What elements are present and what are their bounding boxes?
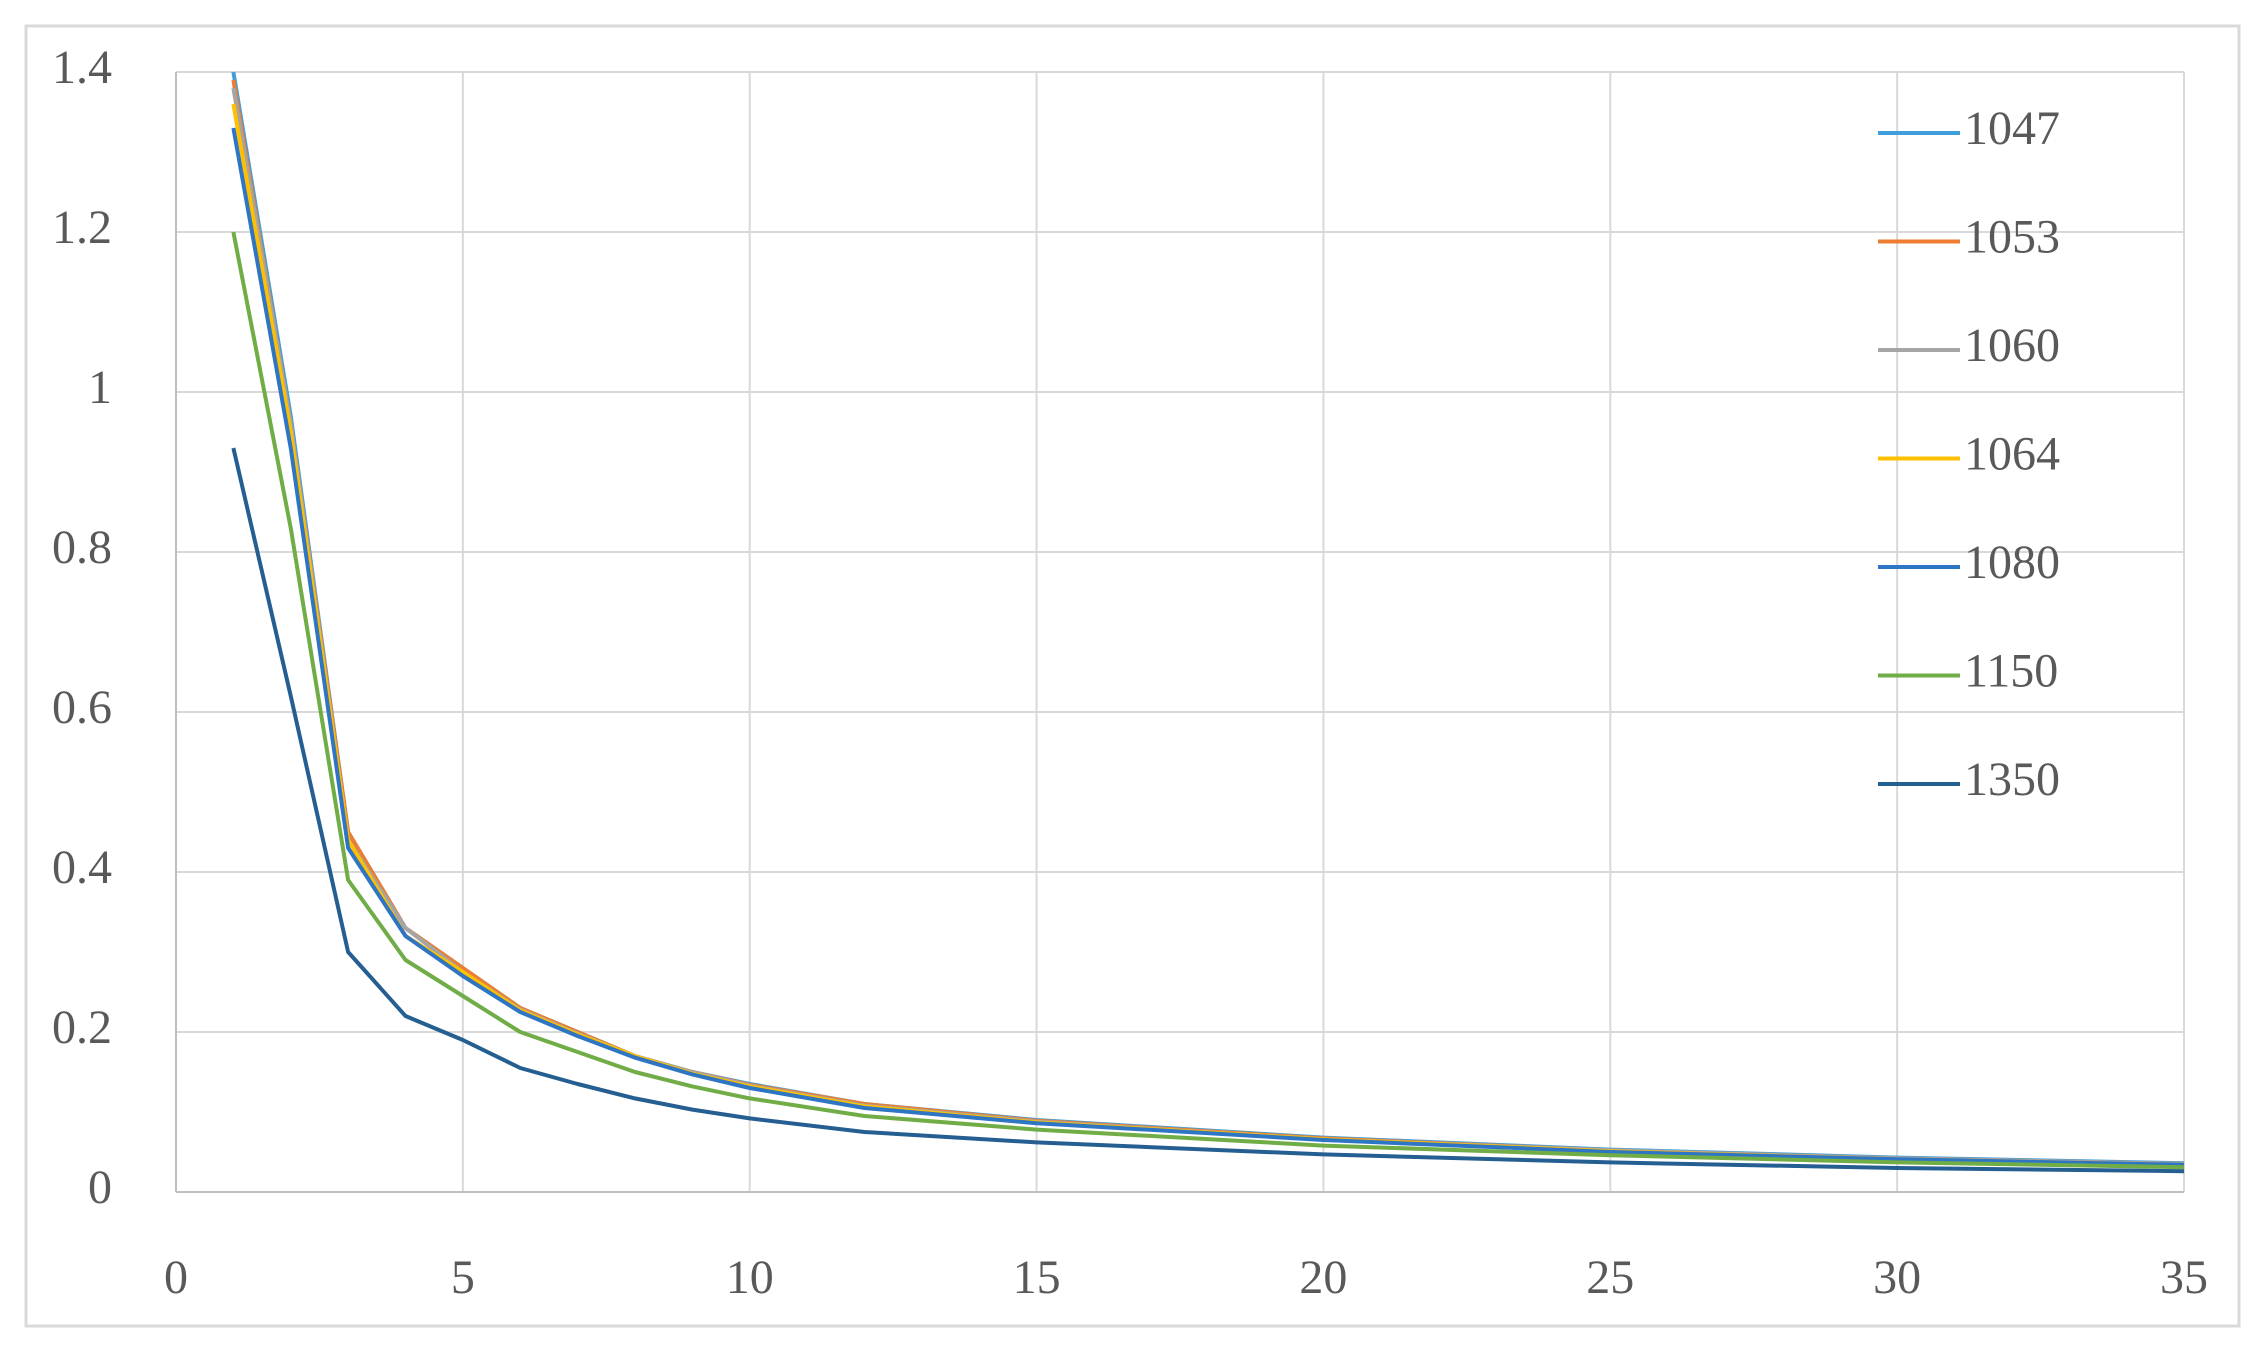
legend-label: 1047: [1964, 102, 2060, 155]
y-tick-label: 0.2: [52, 1001, 112, 1054]
x-tick-label: 35: [2160, 1251, 2208, 1304]
x-tick-label: 30: [1873, 1251, 1921, 1304]
legend-label: 1053: [1964, 211, 2060, 264]
x-tick-label: 20: [1299, 1251, 1347, 1304]
legend-label: 1350: [1964, 753, 2060, 806]
chart-frame: [24, 24, 2241, 1328]
y-tick-label: 0.4: [52, 841, 112, 894]
series-line: [231, 231, 2185, 1170]
legend-label: 1150: [1964, 645, 2058, 698]
x-tick-label: 5: [451, 1251, 475, 1304]
y-tick-label: 1.4: [52, 41, 112, 94]
y-tick-label: 1.2: [52, 201, 112, 254]
y-tick-label: 1: [88, 361, 112, 414]
y-tick-label: 0: [88, 1161, 112, 1214]
legend-label: 1064: [1964, 428, 2060, 481]
y-tick-label: 0.8: [52, 521, 112, 574]
series-line: [231, 127, 2185, 1167]
x-tick-label: 0: [164, 1251, 188, 1304]
x-tick-label: 10: [726, 1251, 774, 1304]
x-tick-label: 15: [1013, 1251, 1061, 1304]
series-line: [231, 447, 2185, 1174]
legend-label: 1080: [1964, 536, 2060, 589]
legend-label: 1060: [1964, 319, 2060, 372]
y-tick-label: 0.6: [52, 681, 112, 734]
x-tick-label: 25: [1586, 1251, 1634, 1304]
